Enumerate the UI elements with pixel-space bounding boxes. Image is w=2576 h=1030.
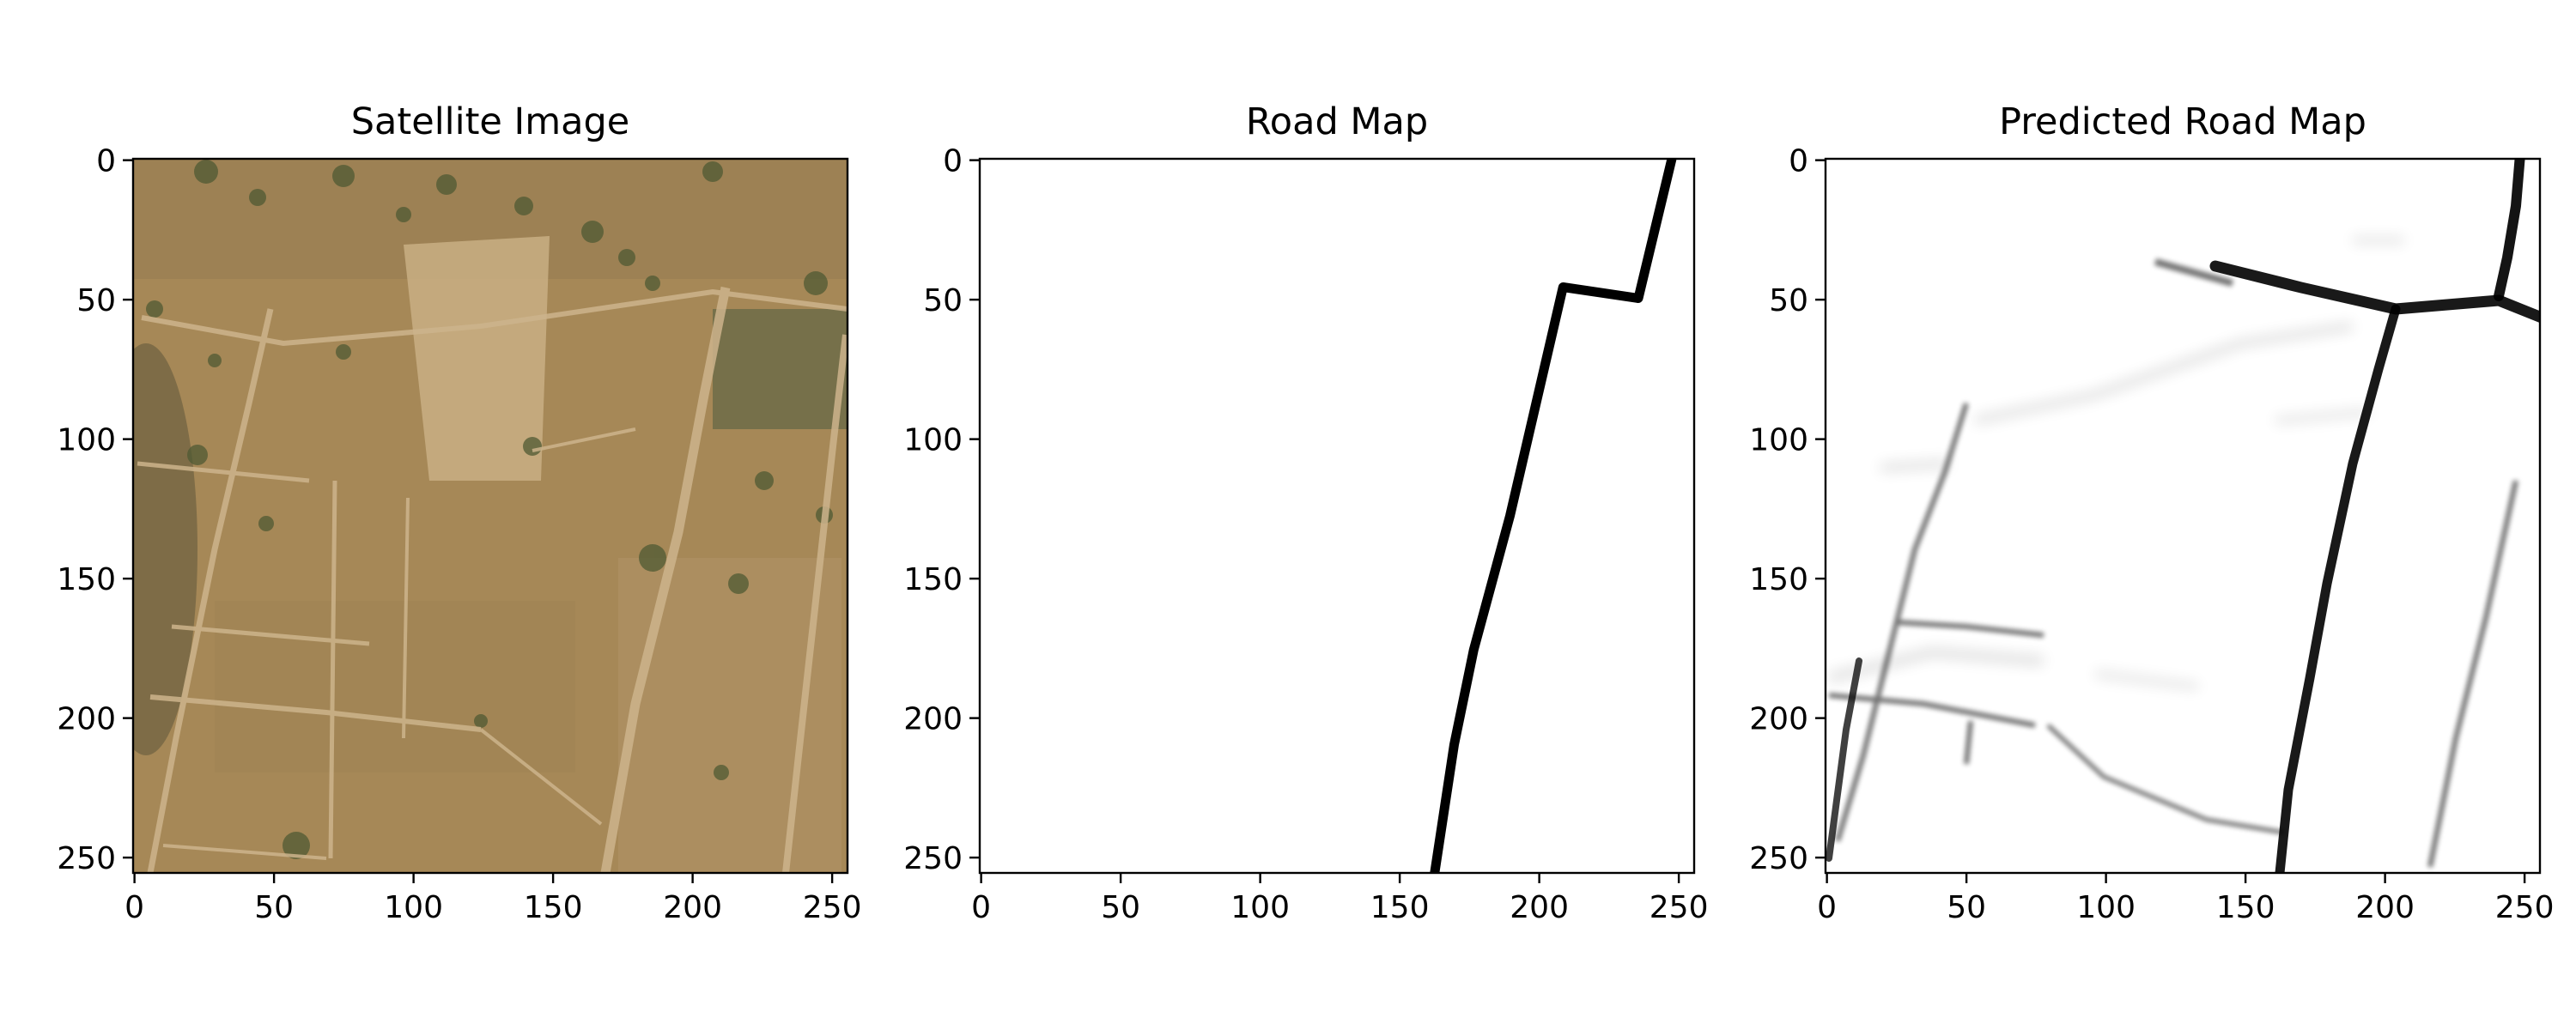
- x-axis: 0 50 100 150 200 250: [971, 873, 1708, 925]
- x-tick-label: 150: [524, 890, 583, 925]
- axes-frame: [978, 157, 1696, 875]
- x-tick-label: 200: [2355, 890, 2415, 925]
- x-tick-label: 200: [663, 890, 722, 925]
- x-tick-label: 0: [1817, 890, 1837, 925]
- x-tick-label: 100: [384, 890, 443, 925]
- road-map-image: [980, 159, 1694, 873]
- road-line: [1430, 159, 1677, 873]
- y-axis: 0 50 100 150 200 250: [903, 144, 980, 876]
- x-tick-label: 50: [254, 890, 294, 925]
- predicted-road-map-image: [1826, 159, 2540, 873]
- satellite-image: [133, 159, 848, 873]
- x-tick-label: 250: [2495, 890, 2555, 925]
- panel-title: Satellite Image: [351, 100, 629, 143]
- y-tick-label: 100: [1749, 423, 1808, 458]
- y-tick-label: 150: [903, 562, 963, 597]
- x-tick-label: 150: [1370, 890, 1430, 925]
- y-axis: 0 50 100 150 200 250: [57, 144, 133, 876]
- y-axis: 0 50 100 150 200 250: [1749, 144, 1826, 876]
- y-tick-label: 50: [1769, 283, 1808, 318]
- panel-title: Road Map: [1246, 100, 1428, 143]
- y-tick-label: 150: [1749, 562, 1808, 597]
- x-tick-label: 0: [971, 890, 991, 925]
- y-tick-label: 0: [943, 144, 963, 179]
- x-tick-label: 100: [2076, 890, 2136, 925]
- y-tick-label: 250: [57, 841, 116, 876]
- x-axis: 0 50 100 150 200 250: [1817, 873, 2554, 925]
- y-tick-label: 100: [57, 423, 116, 458]
- axes-frame: [131, 157, 849, 875]
- x-tick-label: 250: [1649, 890, 1709, 925]
- y-tick-label: 200: [1749, 702, 1808, 737]
- x-axis: 0 50 100 150 200 250: [125, 873, 861, 925]
- panel-title: Predicted Road Map: [1999, 100, 2366, 143]
- y-tick-label: 200: [903, 702, 963, 737]
- y-tick-label: 50: [76, 283, 116, 318]
- x-tick-label: 50: [1947, 890, 1986, 925]
- x-tick-label: 200: [1510, 890, 1569, 925]
- y-tick-label: 0: [1789, 144, 1808, 179]
- x-tick-label: 0: [125, 890, 144, 925]
- road-map-panel: Road Map 0 50 100 150 200 250 0 50 100 150 200 250: [903, 100, 1708, 925]
- predicted-road-map-panel: Predicted Road Map: [1749, 100, 2554, 925]
- y-tick-label: 0: [96, 144, 116, 179]
- x-tick-label: 100: [1230, 890, 1290, 925]
- axes-frame: [1824, 157, 2542, 875]
- x-tick-label: 50: [1101, 890, 1140, 925]
- x-tick-label: 150: [2216, 890, 2275, 925]
- y-tick-label: 150: [57, 562, 116, 597]
- y-tick-label: 250: [1749, 841, 1808, 876]
- y-tick-label: 100: [903, 423, 963, 458]
- y-tick-label: 200: [57, 702, 116, 737]
- satellite-panel: Satellite Image: [57, 100, 861, 925]
- x-tick-label: 250: [803, 890, 862, 925]
- y-tick-label: 50: [923, 283, 963, 318]
- y-tick-label: 250: [903, 841, 963, 876]
